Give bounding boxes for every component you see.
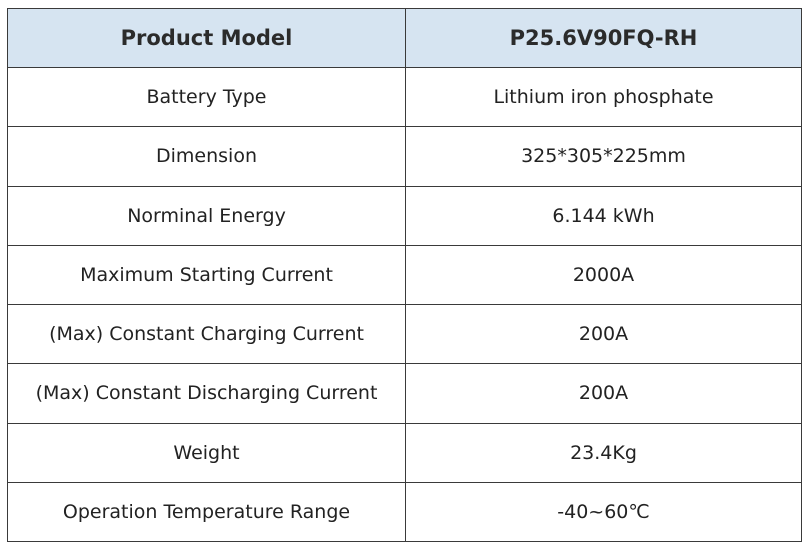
row-label: (Max) Constant Discharging Current [7, 363, 406, 424]
table-row: Battery Type Lithium iron phosphate [7, 66, 802, 128]
row-value: Lithium iron phosphate [405, 66, 802, 128]
header-row: Product Model P25.6V90FQ-RH [7, 8, 802, 68]
row-label: Norminal Energy [7, 185, 406, 246]
row-label: Maximum Starting Current [7, 244, 406, 306]
row-label: (Max) Constant Charging Current [7, 303, 406, 365]
table-row: Norminal Energy 6.144 kWh [7, 185, 802, 246]
table-row: Weight 23.4Kg [7, 422, 802, 483]
spec-table: Product Model P25.6V90FQ-RH Battery Type… [7, 8, 802, 543]
table-row: Operation Temperature Range -40~60℃ [7, 481, 802, 543]
row-value: -40~60℃ [405, 481, 802, 543]
table-row: (Max) Constant Charging Current 200A [7, 303, 802, 365]
row-label: Operation Temperature Range [7, 481, 406, 543]
row-value: 2000A [405, 244, 802, 306]
table-row: Dimension 325*305*225mm [7, 126, 802, 187]
table-row: Maximum Starting Current 2000A [7, 244, 802, 306]
header-value: P25.6V90FQ-RH [405, 8, 802, 68]
row-label: Battery Type [7, 66, 406, 128]
row-value: 200A [405, 363, 802, 424]
row-value: 200A [405, 303, 802, 365]
row-value: 23.4Kg [405, 422, 802, 483]
row-value: 325*305*225mm [405, 126, 802, 187]
header-label: Product Model [7, 8, 406, 68]
table-row: (Max) Constant Discharging Current 200A [7, 363, 802, 424]
row-label: Weight [7, 422, 406, 483]
row-label: Dimension [7, 126, 406, 187]
row-value: 6.144 kWh [405, 185, 802, 246]
